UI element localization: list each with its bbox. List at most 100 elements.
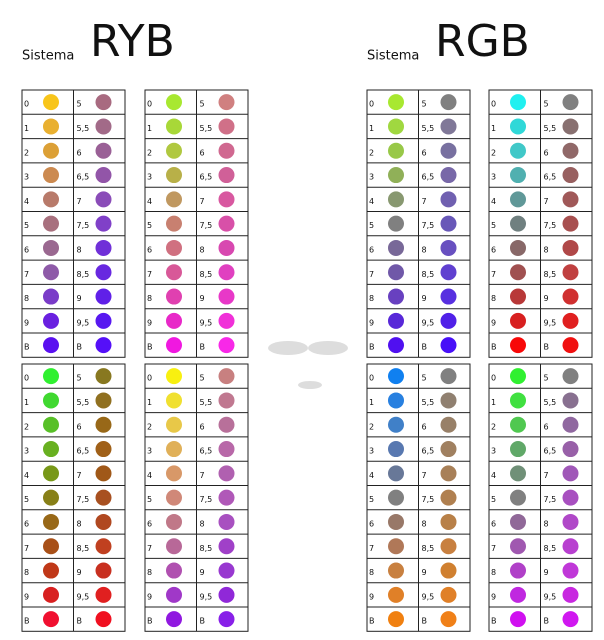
color-swatch	[388, 489, 404, 506]
swatch-label: 7	[544, 471, 549, 480]
color-swatch	[440, 167, 457, 184]
color-swatch	[43, 191, 59, 208]
color-swatch	[510, 167, 526, 184]
swatch-label: 5	[491, 221, 496, 230]
swatch-label: 4	[24, 471, 29, 480]
swatch-label: 7	[369, 544, 374, 553]
swatch-label: 0	[369, 374, 374, 383]
swatch-label: 5	[369, 495, 374, 504]
swatch-label: B	[24, 617, 30, 626]
color-swatch	[166, 337, 182, 354]
color-swatch	[510, 489, 526, 506]
color-swatch	[218, 288, 235, 305]
color-swatch	[562, 118, 579, 135]
swatch-label: B	[544, 343, 550, 352]
color-swatch	[440, 441, 457, 458]
swatch-label: 6	[24, 519, 29, 528]
swatch-label: 8	[422, 245, 427, 254]
color-swatch	[166, 167, 182, 184]
color-swatch	[218, 513, 235, 530]
swatch-label: 5	[200, 100, 205, 109]
swatch-label: 6,5	[200, 447, 213, 456]
color-swatch	[166, 465, 182, 482]
color-swatch	[218, 586, 235, 603]
swatch-label: 5	[544, 100, 549, 109]
swatch-label: 3	[491, 173, 496, 182]
color-swatch	[218, 312, 235, 329]
color-swatch	[562, 288, 579, 305]
color-swatch	[43, 264, 59, 281]
color-swatch	[510, 465, 526, 482]
swatch-label: 6	[491, 245, 496, 254]
color-swatch	[218, 392, 235, 409]
color-swatch	[562, 562, 579, 579]
swatch-label: 7	[544, 197, 549, 206]
color-swatch	[166, 215, 182, 232]
swatch-label: 7,5	[422, 495, 435, 504]
color-swatch	[43, 142, 59, 159]
swatch-label: 4	[24, 197, 29, 206]
swatch-label: 7	[77, 197, 82, 206]
color-swatch	[218, 368, 235, 385]
color-swatch	[95, 416, 112, 433]
color-swatch	[562, 215, 579, 232]
swatch-label: 9	[147, 318, 152, 327]
color-swatch	[388, 239, 404, 256]
color-swatch	[95, 215, 112, 232]
swatch-label: 9	[147, 592, 152, 601]
swatch-label: 6	[544, 148, 549, 157]
swatch-label: 9,5	[422, 318, 435, 327]
color-swatch	[562, 416, 579, 433]
swatch-label: 2	[147, 148, 152, 157]
heading-prefix: Sistema	[22, 49, 74, 64]
swatch-label: 6	[491, 519, 496, 528]
swatch-label: 1	[369, 124, 374, 133]
color-swatch	[562, 239, 579, 256]
swatch-label: 5,5	[544, 398, 557, 407]
swatch-label: 9	[24, 592, 29, 601]
color-swatch	[218, 562, 235, 579]
color-swatch	[43, 586, 59, 603]
color-swatch	[388, 215, 404, 232]
swatch-label: 9	[491, 592, 496, 601]
color-swatch	[95, 167, 112, 184]
swatch-label: 6,5	[422, 173, 435, 182]
color-swatch	[510, 191, 526, 208]
swatch-label: 3	[369, 447, 374, 456]
color-swatch	[166, 118, 182, 135]
color-swatch	[218, 118, 235, 135]
color-swatch	[166, 312, 182, 329]
swatch-label: 0	[147, 100, 152, 109]
swatch-label: 3	[491, 447, 496, 456]
color-swatch	[510, 441, 526, 458]
swatch-label: 5	[422, 374, 427, 383]
swatch-label: 1	[369, 398, 374, 407]
swatch-label: 1	[491, 124, 496, 133]
swatch-label: 8,5	[544, 544, 557, 553]
color-swatch	[440, 191, 457, 208]
swatch-label: 7	[422, 471, 427, 480]
color-swatch	[440, 239, 457, 256]
swatch-label: 4	[147, 471, 152, 480]
swatch-label: 8	[544, 519, 549, 528]
swatch-label: 9	[200, 568, 205, 577]
color-swatch	[218, 416, 235, 433]
swatch-label: 0	[369, 100, 374, 109]
swatch-label: 6,5	[77, 173, 90, 182]
color-swatch	[440, 562, 457, 579]
swatch-label: 7	[200, 197, 205, 206]
swatch-label: 3	[147, 173, 152, 182]
color-swatch	[388, 337, 404, 354]
color-swatch	[43, 489, 59, 506]
color-swatch	[166, 513, 182, 530]
swatch-label: 7	[24, 270, 29, 279]
color-swatch	[95, 489, 112, 506]
color-swatch	[218, 264, 235, 281]
color-swatch	[510, 611, 526, 628]
color-swatch	[95, 392, 112, 409]
swatch-label: 0	[491, 374, 496, 383]
color-swatch	[218, 94, 235, 111]
swatch-label: 9,5	[200, 592, 213, 601]
color-swatch	[166, 441, 182, 458]
